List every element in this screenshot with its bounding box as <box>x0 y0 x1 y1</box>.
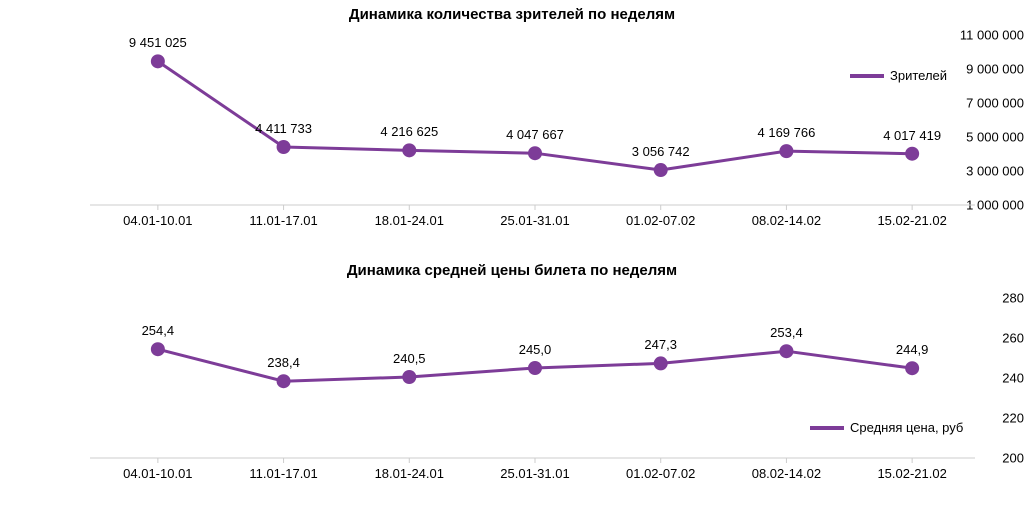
chart2-legend-text: Средняя цена, руб <box>850 420 963 435</box>
chart2-legend-swatch <box>810 426 844 430</box>
point-label: 244,9 <box>896 342 929 357</box>
x-tick-label: 08.02-14.02 <box>752 466 821 481</box>
point-label: 253,4 <box>770 325 803 340</box>
x-tick-label: 11.01-17.01 <box>249 466 317 481</box>
x-tick-label: 18.01-24.01 <box>375 466 444 481</box>
chart2-legend: Средняя цена, руб <box>810 420 963 435</box>
point-label: 240,5 <box>393 351 426 366</box>
x-tick-label: 04.01-10.01 <box>123 466 192 481</box>
x-tick-label: 25.01-31.01 <box>500 466 569 481</box>
point-label: 254,4 <box>142 323 175 338</box>
point-label: 238,4 <box>267 355 300 370</box>
point-label: 245,0 <box>519 342 552 357</box>
point-label: 247,3 <box>644 337 677 352</box>
x-tick-label: 01.02-07.02 <box>626 466 695 481</box>
page: Динамика количества зрителей по неделям … <box>0 0 1024 505</box>
x-tick-label: 15.02-21.02 <box>877 466 946 481</box>
